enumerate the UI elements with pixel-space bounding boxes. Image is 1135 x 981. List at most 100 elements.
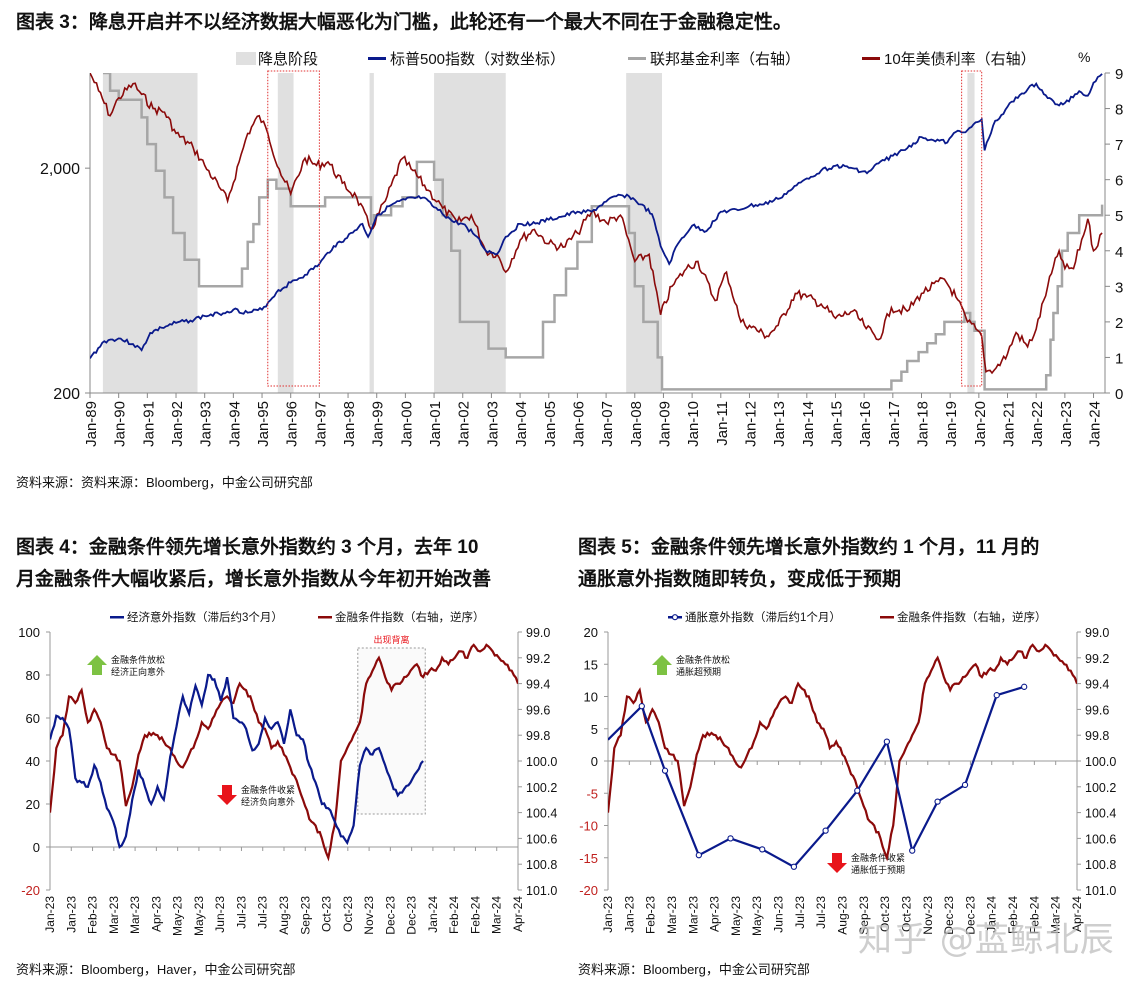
svg-text:Apr-23: Apr-23 [149,896,163,932]
svg-text:Dec-23: Dec-23 [942,896,956,935]
figure-5-chart: 通胀意外指数（滞后约1个月） 金融条件指数（右轴，逆序） -20 -15 -10 -5 0 5… [579,610,1116,936]
svg-text:Dec-23: Dec-23 [383,896,397,935]
svg-text:Jan-99: Jan-99 [370,401,387,447]
svg-text:Jun-23: Jun-23 [772,896,786,933]
svg-text:Jan-06: Jan-06 [570,401,587,447]
svg-text:Oct-23: Oct-23 [899,896,913,932]
svg-text:100.0: 100.0 [1085,755,1116,769]
svg-text:100.8: 100.8 [526,858,557,872]
svg-text:联邦基金利率（右轴）: 联邦基金利率（右轴） [650,51,800,68]
svg-text:Mar-23: Mar-23 [128,896,142,934]
svg-text:Jan-03: Jan-03 [484,401,501,447]
figure-4-title-line-1: 图表 4：金融条件领先增长意外指数约 3 个月，去年 10 [16,537,479,558]
svg-text:Jan-97: Jan-97 [312,401,329,447]
data-point-marker [759,846,766,853]
svg-text:Nov-23: Nov-23 [921,896,935,935]
svg-text:100.2: 100.2 [526,781,557,795]
svg-text:20: 20 [584,625,598,640]
svg-text:Jan-91: Jan-91 [140,401,157,447]
svg-text:Feb-24: Feb-24 [1027,896,1041,934]
svg-text:Nov-23: Nov-23 [362,896,376,935]
series-financial-conditions [608,643,1077,862]
svg-text:Aug-23: Aug-23 [836,896,850,935]
svg-text:Dec-23: Dec-23 [405,896,419,935]
svg-text:Aug-23: Aug-23 [277,896,291,935]
svg-text:Apr-24: Apr-24 [511,896,525,932]
series-10y-treasury-yield [90,73,1103,375]
svg-text:99.2: 99.2 [1085,652,1109,666]
legend-swatch [318,616,332,619]
svg-text:Dec-23: Dec-23 [963,896,977,935]
svg-text:Jan-13: Jan-13 [771,401,788,447]
data-point-marker [790,863,798,870]
series-economic-surprise [50,673,424,849]
series-financial-conditions [50,643,518,862]
svg-text:100.8: 100.8 [1085,858,1116,872]
svg-text:200: 200 [53,386,80,403]
svg-text:100.4: 100.4 [1085,807,1116,821]
svg-text:Jan-98: Jan-98 [341,401,358,447]
svg-text:100.6: 100.6 [1085,832,1116,846]
svg-text:-15: -15 [579,851,598,866]
svg-text:99.0: 99.0 [1085,626,1109,640]
svg-text:100.4: 100.4 [526,807,557,821]
data-point-marker [934,798,941,805]
svg-text:7: 7 [1115,137,1123,154]
svg-text:Mar-23: Mar-23 [107,896,121,934]
svg-text:金融条件放松: 金融条件放松 [111,654,165,665]
svg-text:Jan-19: Jan-19 [943,401,960,447]
svg-text:Mar-23: Mar-23 [665,896,679,934]
svg-text:Jan-14: Jan-14 [800,401,817,447]
svg-text:May-23: May-23 [192,896,206,936]
legend-swatch-line [368,57,386,60]
svg-text:经济负向意外: 经济负向意外 [241,796,295,807]
svg-text:Feb-24: Feb-24 [447,896,461,934]
svg-text:Jan-20: Jan-20 [972,401,989,447]
svg-text:Jan-10: Jan-10 [685,401,702,447]
svg-text:15: 15 [584,657,598,672]
svg-text:101.0: 101.0 [1085,884,1116,898]
svg-text:Jan-24: Jan-24 [985,896,999,933]
svg-text:Mar-24: Mar-24 [490,896,504,934]
svg-text:Apr-24: Apr-24 [1070,896,1084,932]
svg-text:May-23: May-23 [171,896,185,936]
arrow-down-icon [827,853,847,873]
svg-text:9: 9 [1115,66,1123,83]
svg-text:Jan-02: Jan-02 [456,401,473,447]
svg-text:10年美债利率（右轴）: 10年美债利率（右轴） [884,51,1036,68]
svg-text:Jan-96: Jan-96 [284,401,301,447]
svg-text:100: 100 [18,625,40,640]
svg-text:Jan-89: Jan-89 [83,401,100,447]
data-point-marker [961,781,969,789]
legend-item: 10年美债利率（右轴） [862,51,1036,68]
svg-text:101.0: 101.0 [526,884,557,898]
svg-text:Feb-23: Feb-23 [86,896,100,934]
easing-period-bands [102,73,975,393]
svg-text:Feb-24: Feb-24 [1006,896,1020,934]
svg-text:Jan-21: Jan-21 [1001,401,1018,447]
divergence-label: 出现背离 [374,634,410,645]
svg-text:通胀意外指数（滞后约1个月）: 通胀意外指数（滞后约1个月） [685,610,841,624]
svg-text:Jul-23: Jul-23 [234,896,248,929]
figure-5-title-line-1: 图表 5：金融条件领先增长意外指数约 1 个月，11 月的 [578,537,1040,558]
axes: 200 2,000 0 1 2 3 4 5 6 7 8 9 Jan-89 Jan-90 Jan-91 Jan-… [40,66,1123,447]
watermark: 知乎 @蓝鲸北辰 [858,920,1115,960]
highlight-box [961,70,983,387]
legend-swatch [110,616,124,619]
svg-text:Jan-90: Jan-90 [112,401,129,447]
arrow-up-icon [652,655,672,675]
figure-5-source: 资料来源：Bloomberg，中金公司研究部 [578,962,810,977]
svg-text:Jul-23: Jul-23 [793,896,807,929]
svg-text:May-23: May-23 [750,896,764,936]
svg-text:0: 0 [591,754,598,769]
svg-text:0: 0 [1115,386,1123,403]
legend-swatch-band [236,52,256,65]
svg-text:Jan-00: Jan-00 [398,401,415,447]
svg-text:Jan-93: Jan-93 [198,401,215,447]
svg-text:Jan-24: Jan-24 [1087,401,1104,447]
svg-text:Jan-05: Jan-05 [542,401,559,447]
figure-3-legend: 降息阶段 标普500指数（对数坐标） 联邦基金利率（右轴） 10年美债利率（右轴） [236,51,1036,68]
svg-text:Jan-04: Jan-04 [513,401,530,447]
